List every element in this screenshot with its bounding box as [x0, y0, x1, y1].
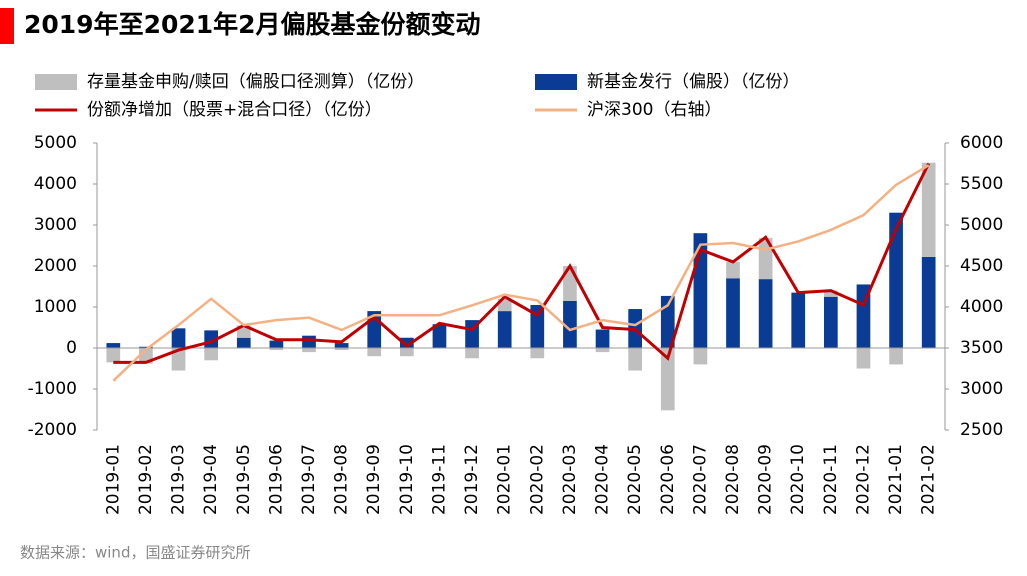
bar: [399, 337, 414, 348]
y2-tick-label: 4500: [960, 256, 1003, 276]
y-tick-label: 4000: [34, 174, 77, 194]
bar: [269, 348, 284, 351]
bar: [530, 304, 545, 348]
bar: [432, 324, 447, 348]
bar: [465, 348, 479, 359]
legend-swatch: [35, 74, 77, 90]
x-tick-label: 2021-02: [919, 444, 939, 515]
legend-label: 新基金发行（偏股）（亿份）: [587, 72, 800, 92]
bar: [660, 348, 675, 411]
y2-tick-label: 6000: [960, 133, 1003, 153]
y2-tick-label: 3000: [960, 379, 1003, 399]
source: 数据来源：wind，国盛证券研究所: [20, 544, 250, 562]
y-tick-label: 0: [66, 338, 77, 358]
x-tick-label: 2020-10: [788, 444, 808, 515]
x-tick-label: 2019-03: [169, 444, 189, 515]
bar: [236, 337, 251, 348]
x-tick-label: 2020-03: [560, 444, 580, 515]
bar: [171, 328, 186, 348]
y2-tick-label: 5500: [960, 174, 1003, 194]
legend-label: 沪深300（右轴）: [587, 100, 721, 120]
line: [112, 164, 930, 382]
bar: [139, 346, 153, 348]
x-tick-label: 2020-04: [593, 444, 613, 515]
bar: [269, 340, 284, 348]
bar: [823, 290, 838, 297]
bar: [334, 348, 349, 351]
y-tick-label: 3000: [34, 215, 77, 235]
x-tick-label: 2019-05: [234, 444, 254, 515]
legend-label: 存量基金申购/赎回（偏股口径测算）（亿份）: [87, 72, 424, 92]
title-marker: [0, 8, 14, 44]
bar: [921, 256, 936, 348]
bar: [334, 343, 349, 348]
bar: [497, 311, 512, 348]
y-tick-label: -1000: [28, 379, 77, 399]
x-tick-label: 2020-01: [495, 444, 515, 515]
y-tick-label: -2000: [28, 420, 77, 440]
bar: [693, 348, 708, 365]
x-tick-label: 2019-12: [462, 444, 482, 515]
x-tick-label: 2019-09: [364, 444, 384, 515]
bar: [302, 348, 316, 353]
bar: [660, 295, 675, 348]
y-tick-label: 1000: [34, 297, 77, 317]
legend-swatch: [535, 74, 577, 90]
y2-tick-label: 2500: [960, 420, 1003, 440]
bar: [726, 278, 740, 348]
x-tick-label: 2019-02: [136, 444, 156, 515]
x-tick-label: 2019-06: [266, 444, 286, 515]
bar: [823, 296, 838, 348]
y-tick-label: 2000: [34, 256, 77, 276]
x-tick-label: 2020-12: [853, 444, 873, 515]
bar: [367, 348, 382, 357]
bar: [726, 261, 740, 279]
x-tick-label: 2019-04: [201, 444, 221, 515]
bar: [595, 348, 610, 353]
bar: [758, 279, 773, 348]
x-tick-label: 2020-05: [625, 444, 645, 515]
x-tick-label: 2019-07: [299, 444, 319, 515]
bar: [921, 162, 936, 257]
x-tick-label: 2019-08: [332, 444, 352, 515]
chart-title: 2019年至2021年2月偏股基金份额变动: [24, 10, 481, 39]
bar: [563, 300, 577, 348]
x-tick-label: 2020-07: [690, 444, 710, 515]
bar: [171, 348, 186, 371]
bar: [595, 329, 610, 348]
bar: [302, 335, 316, 348]
y2-tick-label: 3500: [960, 338, 1003, 358]
x-tick-label: 2020-06: [658, 444, 678, 515]
y2-tick-label: 5000: [960, 215, 1003, 235]
bar: [204, 348, 219, 361]
x-tick-label: 2020-08: [723, 444, 743, 515]
x-tick-label: 2020-02: [527, 444, 547, 515]
bar: [856, 348, 871, 369]
line: [113, 162, 931, 364]
x-tick-label: 2019-10: [397, 444, 417, 515]
bar: [106, 348, 121, 363]
x-tick-label: 2020-09: [756, 444, 776, 515]
bar: [889, 348, 903, 365]
x-tick-label: 2019-01: [103, 444, 123, 515]
y-tick-label: 5000: [34, 133, 77, 153]
y2-tick-label: 4000: [960, 297, 1003, 317]
bar: [530, 348, 545, 359]
legend-label: 份额净增加（股票+混合口径）（亿份）: [87, 100, 382, 120]
bar: [889, 212, 903, 348]
bar: [106, 343, 121, 348]
bar: [399, 348, 414, 357]
x-tick-label: 2019-11: [429, 444, 449, 515]
x-tick-label: 2020-11: [821, 444, 841, 515]
bar: [628, 348, 643, 371]
x-tick-label: 2021-01: [886, 444, 906, 515]
bar: [791, 292, 806, 348]
